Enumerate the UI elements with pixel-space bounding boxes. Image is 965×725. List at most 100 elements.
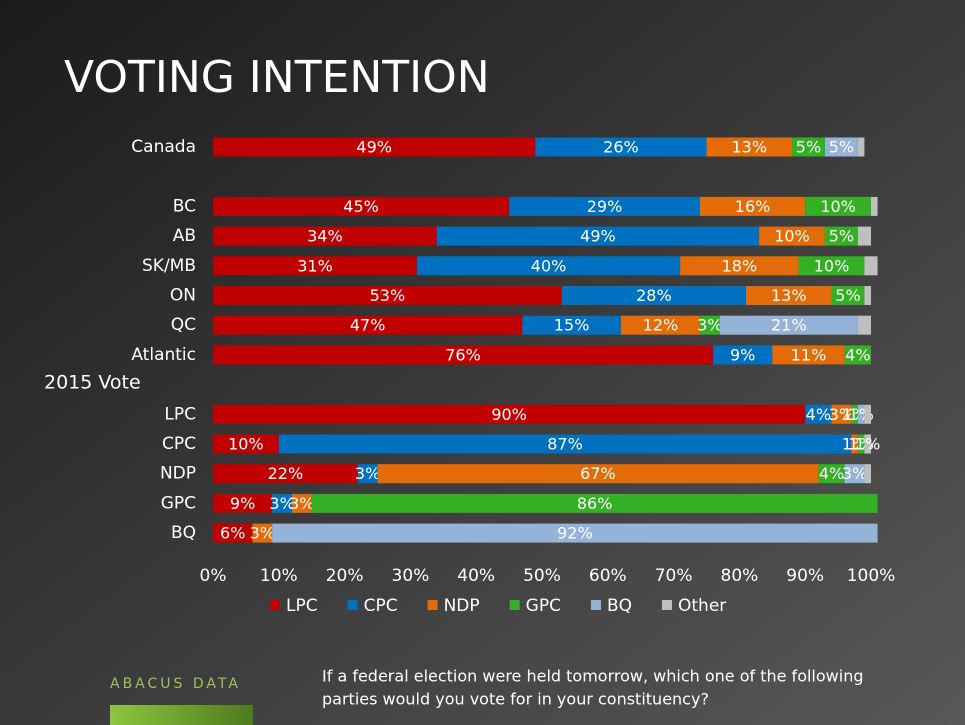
footnote: If a federal election were held tomorrow… [322, 667, 863, 686]
bar-segment [213, 404, 806, 424]
bar-segment [561, 286, 746, 305]
bar-segment [713, 345, 773, 365]
value-label: 3% [250, 524, 275, 543]
bar-segment [857, 137, 865, 157]
value-label: 49% [580, 227, 616, 246]
bar-segment [864, 256, 878, 276]
category-label: AB [173, 226, 196, 246]
bar-segment [680, 256, 799, 276]
bar-segment [805, 404, 832, 424]
footnote: parties would you vote for in your const… [322, 690, 709, 709]
bar-segment [831, 404, 852, 424]
bar-segment [213, 464, 358, 484]
value-label: 3% [829, 405, 854, 424]
value-label: 10% [774, 227, 810, 246]
bar-segment [436, 226, 760, 246]
bar-segment [857, 434, 865, 454]
category-label: CPC [162, 434, 196, 454]
logo-bar [110, 705, 253, 725]
group-label: 2015 Vote [44, 372, 141, 394]
value-label: 21% [771, 316, 807, 335]
bar-segment [792, 137, 825, 157]
category-label: QC [171, 315, 196, 335]
bar-segment [824, 226, 858, 246]
bar-segment [699, 315, 720, 335]
legend-swatch [509, 600, 520, 610]
value-label: 92% [557, 524, 593, 543]
bar-segment [522, 315, 621, 335]
value-label: 53% [370, 286, 406, 305]
x-tick-label: 10% [260, 566, 298, 586]
bar-segment [844, 464, 865, 484]
bar-segment [864, 464, 871, 484]
bar-segment [699, 196, 806, 216]
value-label: 12% [643, 316, 679, 335]
bar-segment [719, 315, 858, 335]
value-label: 4% [845, 345, 870, 364]
value-label: 4% [806, 405, 831, 424]
value-label: 1% [855, 435, 880, 454]
legend-swatch [270, 600, 280, 610]
bar-segment [272, 523, 878, 543]
value-label: 86% [577, 494, 613, 513]
value-label: 16% [735, 197, 771, 216]
value-label: 3% [355, 464, 380, 483]
legend-label: Other [678, 596, 726, 616]
value-label: 29% [587, 197, 623, 216]
bar-segment [844, 345, 871, 365]
category-label: LPC [164, 404, 196, 424]
value-label: 26% [603, 138, 639, 157]
bar-segment [272, 493, 292, 513]
value-label: 4% [819, 464, 844, 483]
value-label: 10% [820, 197, 856, 216]
value-label: 13% [771, 286, 807, 305]
value-label: 47% [350, 316, 386, 335]
legend-label: BQ [607, 596, 632, 616]
x-tick-label: 40% [457, 566, 495, 586]
x-tick-label: 50% [523, 566, 561, 586]
chart-title: VOTING INTENTION [64, 52, 490, 103]
bar-segment [213, 256, 417, 276]
bar-segment [213, 523, 253, 543]
value-label: 10% [814, 256, 850, 275]
x-tick-label: 30% [392, 566, 430, 586]
bar-segment [213, 137, 536, 157]
bar-segment [805, 196, 871, 216]
bar-segment [509, 196, 700, 216]
bar-segment [864, 404, 871, 424]
bar-segment [851, 434, 858, 454]
value-label: 67% [580, 464, 616, 483]
bar-segment [357, 464, 378, 484]
bar-segment [213, 434, 279, 454]
value-label: 34% [307, 227, 343, 246]
bar-segment [311, 493, 878, 513]
legend-label: NDP [444, 596, 480, 616]
legend-label: LPC [286, 596, 318, 616]
bar-segment [824, 137, 858, 157]
legend-swatch [662, 600, 672, 610]
legend-label: CPC [364, 596, 398, 616]
legend-label: GPC [526, 596, 561, 616]
x-tick-label: 100% [847, 566, 896, 586]
bar-segment [213, 315, 523, 335]
value-label: 9% [730, 345, 755, 364]
bar-segment [213, 493, 273, 513]
bar-segment [857, 315, 871, 335]
bar-segment [377, 464, 819, 484]
category-label: BC [173, 196, 196, 216]
category-label: GPC [161, 493, 196, 513]
bar-segment [278, 434, 852, 454]
category-label: NDP [160, 464, 196, 484]
x-tick-label: 80% [721, 566, 759, 586]
value-label: 90% [491, 405, 527, 424]
bar-segment [851, 404, 858, 424]
value-label: 5% [829, 138, 854, 157]
value-label: 45% [343, 197, 379, 216]
value-label: 6% [220, 524, 245, 543]
value-label: 13% [731, 138, 767, 157]
value-label: 3% [269, 494, 294, 513]
category-label: SK/MB [142, 256, 196, 276]
bar-segment [864, 434, 871, 454]
bar-segment [798, 256, 865, 276]
bar-segment [535, 137, 707, 157]
